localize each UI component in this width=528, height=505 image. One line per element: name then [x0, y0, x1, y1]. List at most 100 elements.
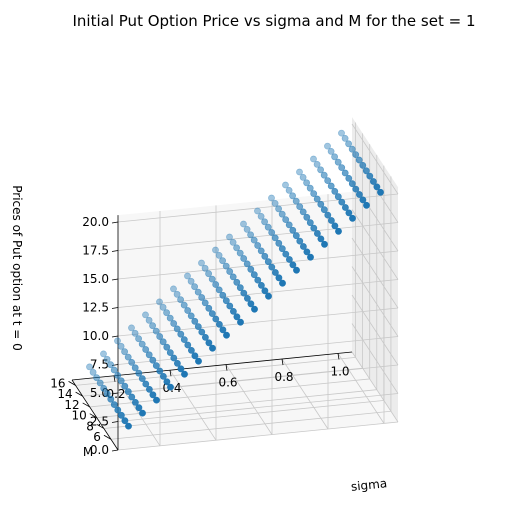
- data-point: [201, 264, 209, 272]
- data-point: [152, 362, 160, 369]
- data-point: [212, 246, 219, 254]
- x-tick-mark: [337, 353, 340, 360]
- data-point: [285, 256, 293, 263]
- grid-line: [117, 336, 399, 365]
- x-tick-label: 0.8: [274, 370, 293, 384]
- x-tick-label: 1.0: [330, 364, 349, 378]
- data-point: [275, 274, 283, 282]
- data-point: [121, 348, 128, 356]
- data-point: [229, 273, 237, 281]
- data-point: [327, 147, 335, 155]
- data-point: [359, 196, 367, 204]
- grid-line: [351, 123, 399, 195]
- data-point: [219, 326, 227, 334]
- data-point: [254, 207, 261, 215]
- data-point: [240, 220, 247, 228]
- z-tick-mark: [111, 421, 119, 423]
- axis-ticks: 0.20.40.60.81.068101214160.02.55.07.510.…: [50, 215, 349, 457]
- data-point: [184, 307, 192, 314]
- data-point: [215, 320, 223, 328]
- data-point: [313, 195, 321, 203]
- data-point: [170, 354, 178, 362]
- data-point: [219, 257, 226, 265]
- grid-line: [103, 400, 384, 429]
- side-pane: [352, 117, 398, 422]
- data-point: [229, 307, 237, 315]
- x-tick-mark: [169, 370, 172, 377]
- data-point: [191, 283, 198, 291]
- data-point: [261, 252, 269, 260]
- data-point: [264, 258, 272, 266]
- data-point: [237, 318, 244, 326]
- y-axis-label: M: [82, 445, 94, 459]
- data-point: [306, 184, 314, 192]
- data-point: [103, 390, 111, 398]
- grid-line: [225, 364, 273, 435]
- data-point: [271, 234, 279, 242]
- data-point: [145, 316, 153, 324]
- grid-line: [351, 209, 399, 280]
- data-point: [121, 382, 129, 390]
- data-point: [149, 391, 157, 399]
- data-point: [163, 343, 171, 351]
- data-point: [236, 284, 244, 292]
- grid-line: [351, 237, 399, 309]
- data-point: [114, 371, 122, 379]
- data-point: [275, 239, 283, 247]
- data-point: [345, 140, 352, 148]
- data-point: [313, 160, 321, 168]
- grid-line: [117, 393, 399, 422]
- data-point: [299, 173, 307, 181]
- data-point: [313, 230, 321, 237]
- z-tick-label: 2.5: [90, 415, 109, 429]
- z-tick-label: 10.0: [82, 329, 109, 343]
- data-point: [268, 194, 275, 202]
- z-tick-label: 7.5: [90, 358, 109, 372]
- z-tick-label: 20.0: [82, 215, 109, 229]
- z-tick-mark: [111, 449, 119, 452]
- x-tick-label: 0.6: [218, 376, 237, 390]
- y-axis-line: [71, 379, 119, 451]
- data-point: [152, 327, 160, 335]
- data-point: [212, 315, 220, 323]
- data-point: [338, 198, 346, 206]
- z-tick-mark: [111, 307, 119, 309]
- y-tick-label: 10: [71, 409, 86, 423]
- data-point: [366, 172, 374, 180]
- z-tick-label: 12.5: [82, 301, 109, 315]
- data-point: [247, 300, 255, 308]
- grid-line: [117, 307, 399, 337]
- data-point: [110, 366, 118, 374]
- z-tick-label: 15.0: [82, 272, 109, 286]
- data-point: [170, 320, 178, 327]
- data-point: [268, 263, 276, 271]
- data-point: [250, 236, 258, 244]
- grid-line: [169, 369, 217, 441]
- data-point: [181, 370, 188, 378]
- data-point: [222, 297, 230, 305]
- data-point: [355, 191, 363, 198]
- data-point: [317, 200, 325, 208]
- data-point: [257, 212, 265, 220]
- z-tick-mark: [111, 250, 119, 252]
- z-tick-mark: [111, 278, 119, 281]
- data-point: [205, 339, 213, 347]
- data-point: [271, 199, 279, 207]
- data-point: [289, 226, 297, 234]
- data-point: [307, 253, 314, 261]
- data-point: [117, 342, 125, 350]
- y-tick-label: 6: [93, 430, 101, 444]
- data-point: [166, 314, 174, 322]
- data-point: [173, 325, 181, 333]
- data-point: [327, 217, 335, 224]
- data-point: [349, 214, 356, 222]
- data-point: [285, 186, 293, 194]
- data-point: [170, 285, 177, 293]
- data-point: [261, 287, 269, 295]
- data-point: [236, 249, 244, 257]
- data-point: [352, 151, 360, 158]
- data-point: [166, 349, 174, 356]
- data-point: [310, 224, 318, 232]
- y-tick-label: 8: [86, 419, 94, 433]
- data-point: [145, 385, 153, 393]
